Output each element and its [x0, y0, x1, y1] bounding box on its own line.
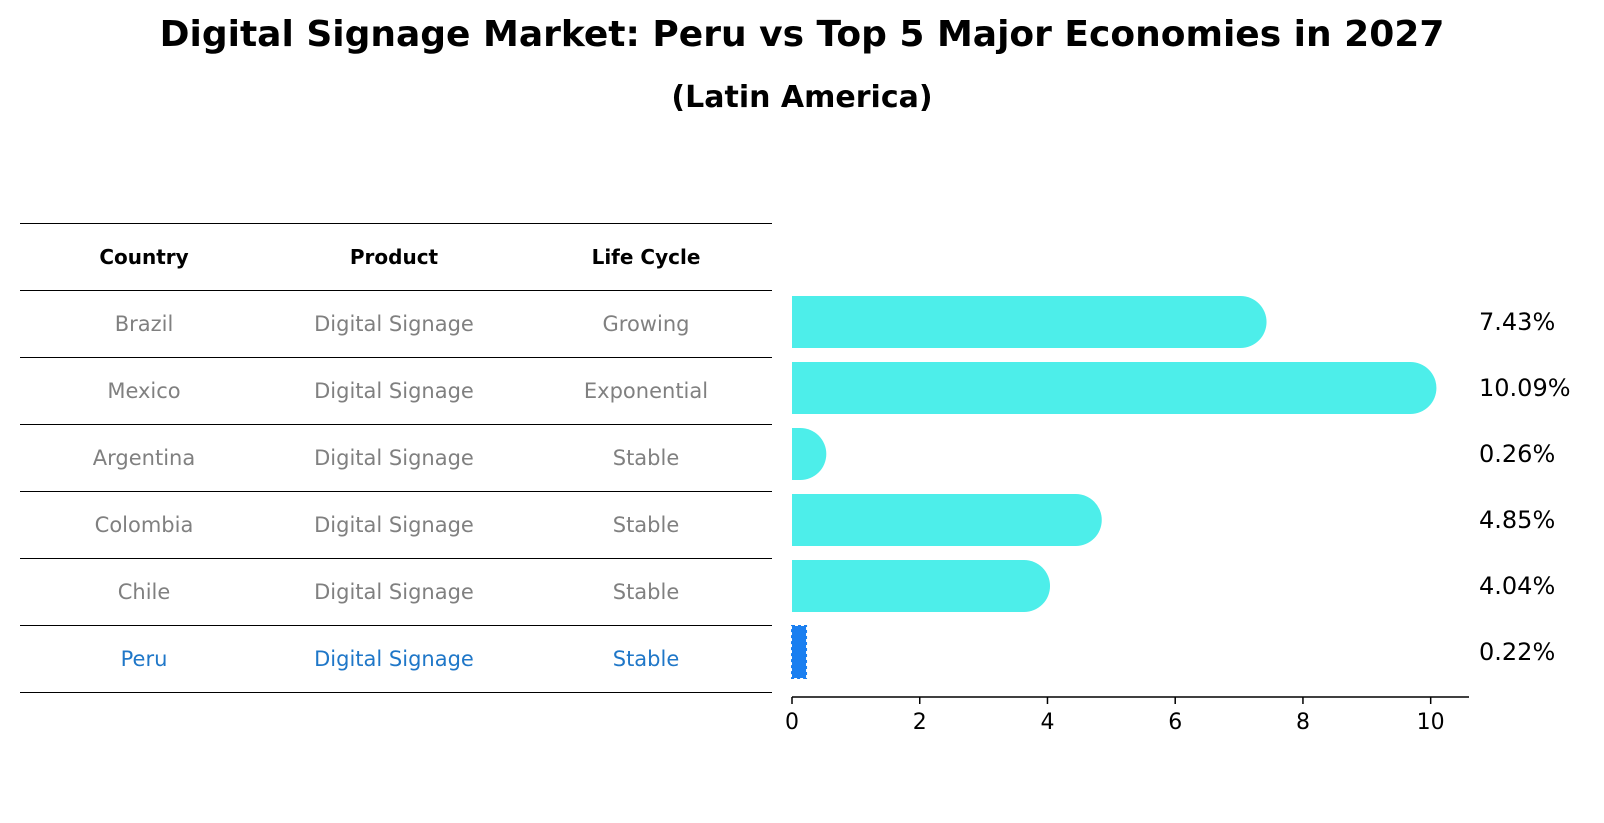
- country-cell: Brazil: [114, 312, 174, 336]
- life-cycle-cell: Stable: [612, 446, 680, 470]
- x-tick-label: 4: [1040, 710, 1054, 735]
- bar-argentina: [792, 428, 827, 480]
- table-row: Argentina Digital Signage Stable: [20, 424, 772, 491]
- bar-brazil: [792, 296, 1267, 348]
- x-tick-label: 8: [1296, 710, 1310, 735]
- product-cell: Digital Signage: [314, 312, 474, 336]
- header-life-cycle: Life Cycle: [591, 245, 701, 269]
- country-cell: Colombia: [94, 513, 194, 537]
- product-cell: Digital Signage: [314, 379, 474, 403]
- bar-colombia: [792, 494, 1102, 546]
- country-cell: Peru: [120, 647, 168, 671]
- life-cycle-cell: Growing: [602, 312, 690, 336]
- life-cycle-cell: Exponential: [583, 379, 709, 403]
- bar-chile: [792, 560, 1051, 612]
- product-cell: Digital Signage: [314, 513, 474, 537]
- country-cell: Chile: [117, 580, 171, 604]
- x-tick-label: 10: [1417, 710, 1445, 735]
- table-row: Colombia Digital Signage Stable: [20, 491, 772, 558]
- header-country: Country: [99, 245, 189, 269]
- value-label: 7.43%: [1479, 308, 1555, 336]
- country-cell: Argentina: [92, 446, 196, 470]
- product-cell: Digital Signage: [314, 446, 474, 470]
- chart-subtitle: (Latin America): [671, 80, 933, 115]
- data-table: Country Product Life Cycle Brazil Digita…: [20, 223, 772, 693]
- x-tick-label: 0: [785, 710, 799, 735]
- table-header-row: Country Product Life Cycle: [20, 223, 772, 290]
- header-product: Product: [349, 245, 439, 269]
- life-cycle-cell: Stable: [612, 580, 680, 604]
- product-cell: Digital Signage: [314, 580, 474, 604]
- value-label: 4.04%: [1479, 572, 1555, 600]
- table-row: Brazil Digital Signage Growing: [20, 290, 772, 357]
- life-cycle-cell: Stable: [612, 647, 680, 671]
- x-tick-label: 2: [913, 710, 927, 735]
- x-tick-label: 6: [1168, 710, 1182, 735]
- value-label: 0.26%: [1479, 440, 1555, 468]
- value-label: 4.85%: [1479, 506, 1555, 534]
- country-cell: Mexico: [107, 379, 181, 403]
- value-label: 10.09%: [1479, 374, 1571, 402]
- product-cell: Digital Signage: [314, 647, 474, 671]
- table-row: Chile Digital Signage Stable: [20, 558, 772, 625]
- bar-mexico: [792, 362, 1437, 414]
- table-row: Mexico Digital Signage Exponential: [20, 357, 772, 424]
- table-row-highlighted: Peru Digital Signage Stable: [20, 625, 772, 693]
- life-cycle-cell: Stable: [612, 513, 680, 537]
- value-label: 0.22%: [1479, 638, 1555, 666]
- chart-title: Digital Signage Market: Peru vs Top 5 Ma…: [159, 14, 1445, 55]
- bar-peru: [791, 625, 808, 679]
